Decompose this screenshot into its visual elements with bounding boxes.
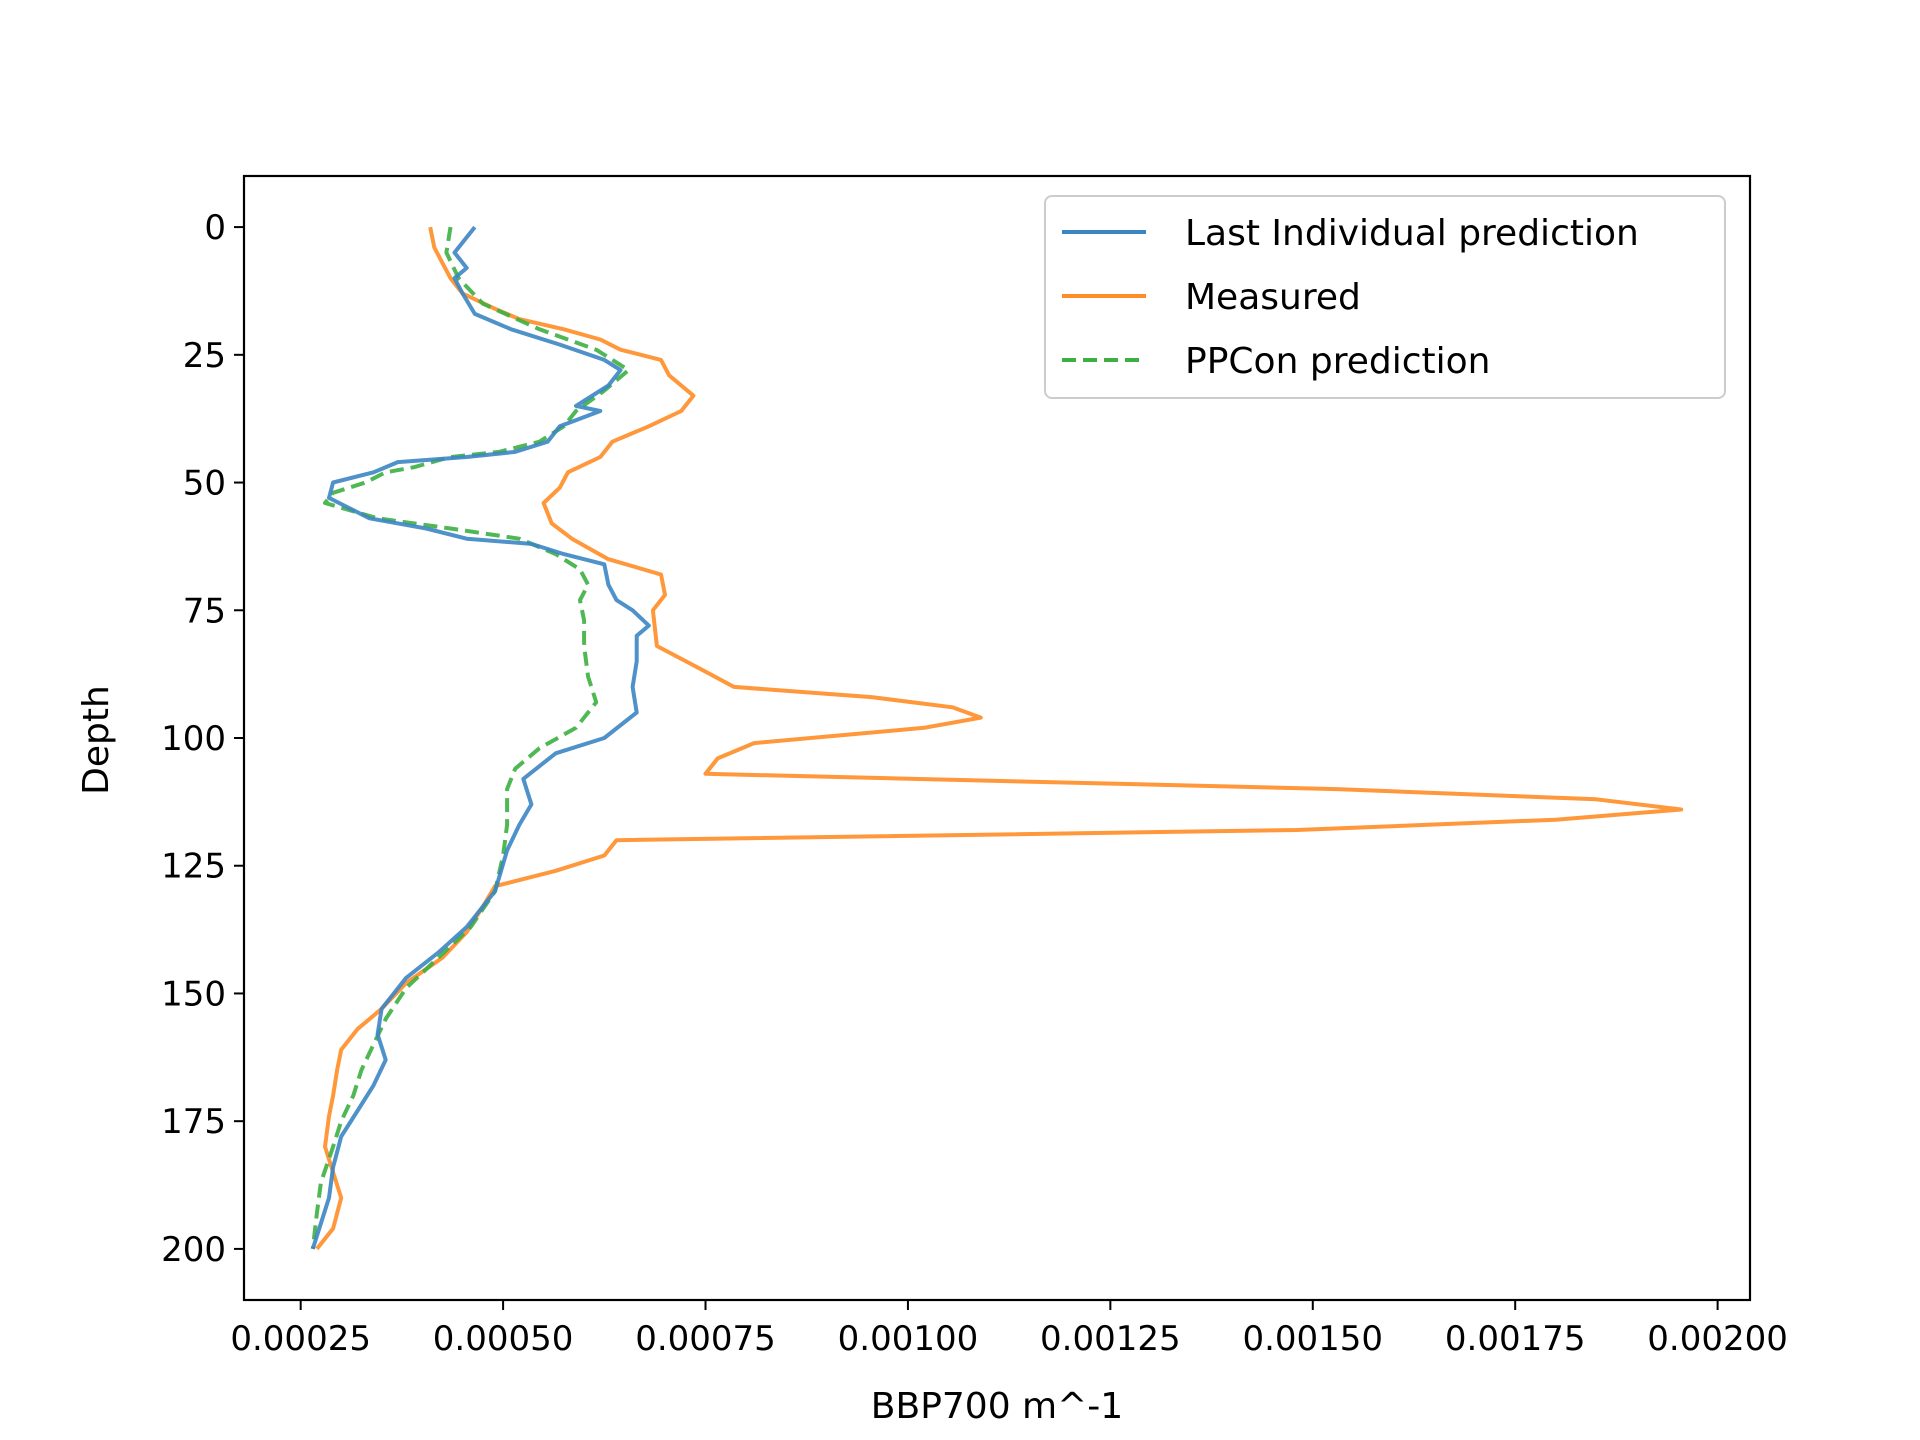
legend: Last Individual prediction Measured PPCon … <box>1044 195 1726 399</box>
y-tick-label: 100 <box>161 719 226 759</box>
y-tick-label: 25 <box>183 336 226 376</box>
y-tick-label: 50 <box>183 464 226 504</box>
x-tick-label: 0.00025 <box>230 1319 371 1359</box>
x-axis: 0.00025 0.00050 0.00075 0.00100 0.00125 0.001… <box>230 1300 1788 1359</box>
legend-label: PPCon prediction <box>1185 341 1490 382</box>
series-line-measured <box>315 226 1684 1251</box>
legend-items: Last Individual prediction Measured PPCon … <box>1062 213 1639 382</box>
y-tick-label: 150 <box>161 974 226 1014</box>
x-tick-label: 0.00100 <box>838 1319 979 1359</box>
x-tick-label: 0.00175 <box>1445 1319 1586 1359</box>
y-tick-label: 200 <box>161 1230 226 1270</box>
legend-label: Measured <box>1185 277 1361 318</box>
legend-label: Last Individual prediction <box>1185 213 1639 254</box>
y-axis: 0 25 50 75 100 125 150 175 200 <box>161 208 244 1270</box>
y-tick-label: 175 <box>161 1102 226 1142</box>
y-tick-label: 125 <box>161 847 226 887</box>
x-tick-label: 0.00050 <box>433 1319 574 1359</box>
x-tick-label: 0.00075 <box>635 1319 776 1359</box>
series-line-ppcon-prediction <box>310 226 631 1250</box>
x-tick-label: 0.00125 <box>1040 1319 1181 1359</box>
x-tick-label: 0.00200 <box>1647 1319 1788 1359</box>
x-tick-label: 0.00150 <box>1242 1319 1383 1359</box>
y-tick-label: 75 <box>183 591 226 631</box>
series-layer <box>310 225 1684 1251</box>
x-axis-title: BBP700 m^-1 <box>871 1386 1123 1427</box>
series-line-last-individual-prediction <box>310 225 651 1250</box>
y-axis-title: Depth <box>76 685 117 795</box>
y-tick-label: 0 <box>204 208 226 248</box>
legend-box <box>1044 195 1726 399</box>
